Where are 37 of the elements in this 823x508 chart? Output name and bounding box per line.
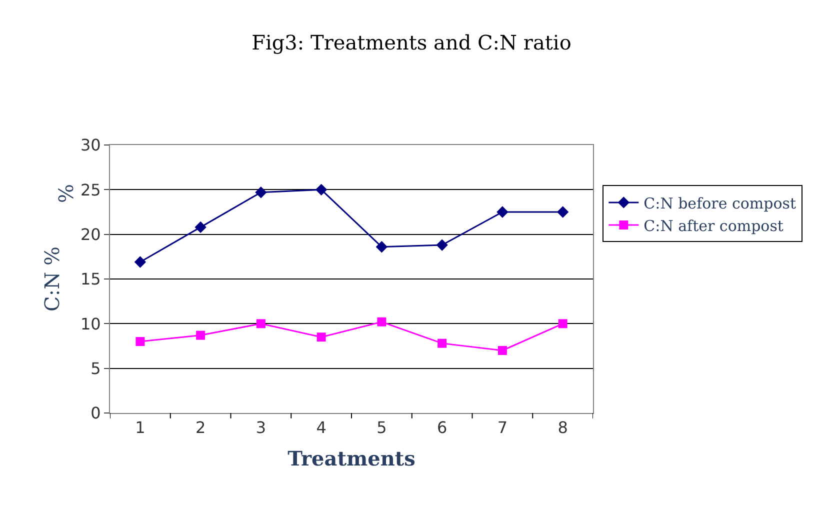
text: % <box>54 184 78 204</box>
x-tick-label: 3 <box>256 418 266 438</box>
x-tick-label: 5 <box>376 418 387 438</box>
point <box>134 256 146 268</box>
y-tick-label: 30 <box>80 136 101 155</box>
y-tick-label: 20 <box>80 224 101 244</box>
y-tick-label: 5 <box>90 358 101 378</box>
x-tick-label: 1 <box>135 418 146 438</box>
point <box>496 206 508 218</box>
point <box>377 317 386 326</box>
point <box>556 206 569 218</box>
legend-label: C:N after compost <box>644 216 784 235</box>
point <box>256 319 266 328</box>
x-tick-label: 7 <box>497 418 508 438</box>
point <box>498 346 507 355</box>
point <box>316 332 326 342</box>
point <box>315 184 328 196</box>
point <box>196 330 206 340</box>
point <box>255 186 267 198</box>
y-tick-label: 15 <box>80 270 101 289</box>
x-tick-label: 2 <box>195 418 206 438</box>
point <box>558 319 568 328</box>
x-tick-label: 4 <box>316 418 326 438</box>
y-tick-label: 0 <box>90 404 101 423</box>
y-tick-label: 25 <box>80 180 101 200</box>
legend-label: C:N before compost <box>644 194 796 212</box>
x-tick-label: 8 <box>558 418 568 438</box>
x-axis-title: Treatments <box>288 446 416 471</box>
y-axis-title: C:N % <box>40 246 64 312</box>
y-tick-label: 10 <box>80 314 101 334</box>
chart-title: Fig3: Treatments and C:N ratio <box>252 30 572 55</box>
point <box>436 239 448 251</box>
x-tick-label: 6 <box>436 418 448 438</box>
point <box>194 221 206 234</box>
point <box>376 240 388 253</box>
point <box>438 338 447 348</box>
point <box>136 337 145 346</box>
